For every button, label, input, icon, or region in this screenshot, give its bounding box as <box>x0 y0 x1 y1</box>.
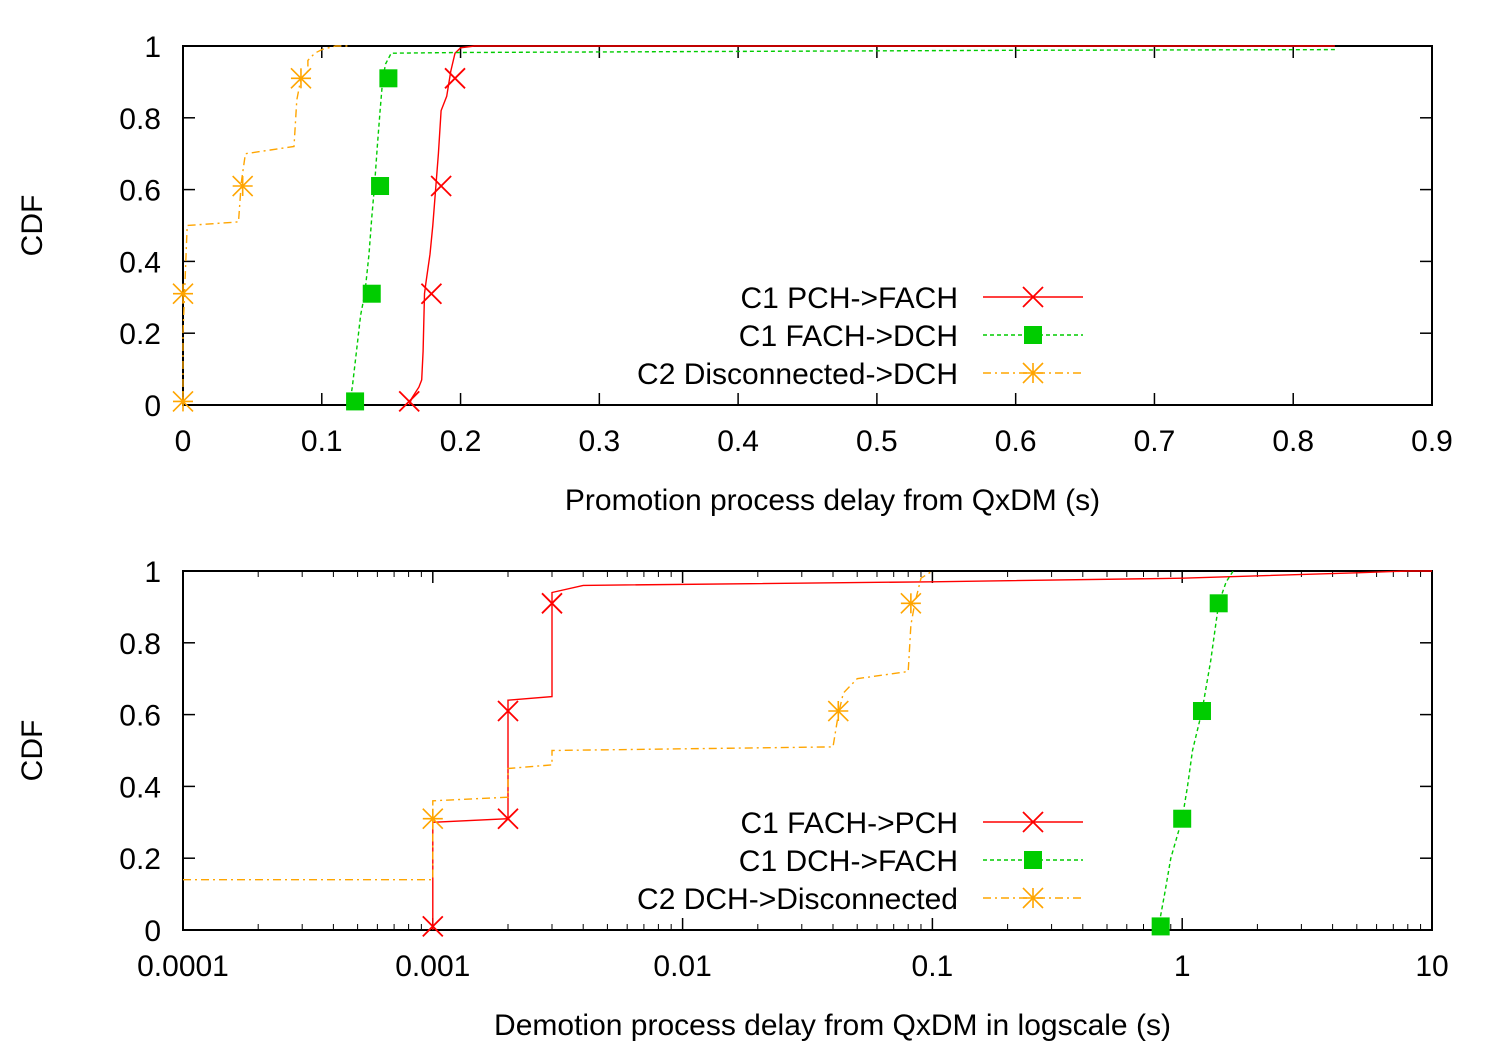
legend-item-c1-fach-pch: C1 FACH->PCH <box>740 807 1083 840</box>
legend-item-c2-disconnected-dch: C2 Disconnected->DCH <box>637 358 1083 391</box>
legend-label: C2 Disconnected->DCH <box>637 358 958 391</box>
series-line-c1-fach-pch <box>432 570 1432 930</box>
data-point-marker <box>430 175 452 197</box>
series-c2-dch-disconnected <box>183 570 933 881</box>
legend-marker <box>1022 362 1044 384</box>
y-tick-label: 0.8 <box>119 103 161 136</box>
data-point-marker <box>1151 917 1170 936</box>
x-tick-label: 0.001 <box>395 950 470 983</box>
x-axis-title: Demotion process delay from QxDM in logs… <box>494 1009 1171 1042</box>
legend-item-c1-fach-dch: C1 FACH->DCH <box>739 320 1083 353</box>
series-c1-pch-fach <box>398 45 1335 413</box>
series-c1-fach-pch <box>422 570 1432 938</box>
series-line-c1-fach-dch <box>348 48 1335 406</box>
data-point-marker <box>1173 809 1192 828</box>
legend-marker <box>1022 811 1044 833</box>
series-line-c1-dch-fach <box>1157 570 1234 931</box>
data-point-marker <box>379 69 398 88</box>
y-tick-label: 1 <box>144 556 161 589</box>
y-tick-label: 0.6 <box>119 700 161 733</box>
data-point-marker <box>346 392 365 411</box>
legend-marker <box>1022 286 1044 308</box>
x-tick-label: 0.9 <box>1411 425 1453 458</box>
data-point-marker <box>290 67 312 89</box>
data-point-marker <box>497 808 519 830</box>
plot-frame <box>182 570 1433 931</box>
x-tick-label: 0.8 <box>1272 425 1314 458</box>
y-tick-label: 0.6 <box>119 175 161 208</box>
data-point-marker <box>362 284 381 303</box>
data-point-marker <box>1192 702 1211 721</box>
data-point-marker <box>497 700 519 722</box>
y-tick-label: 0.2 <box>119 318 161 351</box>
legend: C1 PCH->FACH C1 FACH->DCH C2 Disconnected-… <box>637 282 1083 391</box>
legend-label: C1 FACH->DCH <box>739 320 958 353</box>
legend-label: C1 DCH->FACH <box>739 845 958 878</box>
data-point-marker <box>420 283 443 305</box>
x-tick-label: 0.2 <box>440 425 482 458</box>
data-point-marker <box>541 592 563 614</box>
series-line-c2-dch-disconnected <box>183 570 933 881</box>
y-tick-label: 0 <box>144 390 161 423</box>
x-tick-label: 0 <box>175 425 192 458</box>
x-tick-label: 0.5 <box>856 425 898 458</box>
legend-label: C1 PCH->FACH <box>740 282 958 315</box>
y-tick-label: 1 <box>144 31 161 64</box>
legend-label: C1 FACH->PCH <box>740 807 958 840</box>
x-tick-label: 10 <box>1415 950 1448 983</box>
x-tick-label: 0.1 <box>301 425 343 458</box>
data-point-marker <box>827 700 849 722</box>
legend-marker <box>1024 326 1042 344</box>
y-tick-label: 0.4 <box>119 771 161 804</box>
data-point-marker <box>444 67 466 89</box>
legend-item-c1-pch-fach: C1 PCH->FACH <box>740 282 1083 315</box>
x-tick-label: 0.1 <box>912 950 954 983</box>
legend-marker <box>1024 851 1042 869</box>
x-tick-label: 0.0001 <box>137 950 229 983</box>
y-tick-label: 0.4 <box>119 246 161 279</box>
x-tick-label: 0.7 <box>1134 425 1176 458</box>
legend-item-c2-dch-disconnected: C2 DCH->Disconnected <box>637 883 1083 916</box>
data-point-marker <box>232 175 254 197</box>
promotion-delay-cdf-chart: 0 0.1 0.2 0.3 0.4 0.5 0.6 0.7 0.8 0.9 0 0.2 0.4 0.6 0.… <box>16 31 1453 517</box>
legend-marker <box>1022 887 1044 909</box>
legend: C1 FACH->PCH C1 DCH->FACH C2 DCH->Disconne… <box>637 807 1083 916</box>
x-tick-label: 0.01 <box>653 950 711 983</box>
series-c1-fach-dch <box>346 48 1335 411</box>
y-tick-label: 0.2 <box>119 843 161 876</box>
data-point-marker <box>398 390 420 413</box>
x-tick-label: 0.4 <box>717 425 759 458</box>
legend-label: C2 DCH->Disconnected <box>637 883 958 916</box>
data-point-marker <box>371 177 390 196</box>
x-tick-label: 1 <box>1174 950 1191 983</box>
data-point-marker <box>422 915 444 938</box>
data-point-marker <box>172 283 194 305</box>
data-point-marker <box>1209 594 1228 613</box>
legend-item-c1-dch-fach: C1 DCH->FACH <box>739 845 1083 878</box>
series-c1-dch-fach <box>1151 570 1234 936</box>
series-line-c2-disconnected-dch <box>182 45 350 405</box>
data-point-marker <box>422 808 444 830</box>
series-c2-disconnected-dch <box>172 45 350 412</box>
x-axis-title: Promotion process delay from QxDM (s) <box>565 484 1100 517</box>
y-tick-label: 0 <box>144 915 161 948</box>
y-tick-label: 0.8 <box>119 628 161 661</box>
demotion-delay-cdf-chart: 0.0001 0.001 0.01 0.1 1 1000.20.40.60.81Demot… <box>16 556 1449 1042</box>
x-tick-label: 0.3 <box>578 425 620 458</box>
x-tick-label: 0.6 <box>995 425 1037 458</box>
data-point-marker <box>900 592 922 614</box>
y-axis-title: CDF <box>16 720 49 782</box>
y-axis-title: CDF <box>16 195 49 257</box>
data-point-marker <box>172 390 194 412</box>
